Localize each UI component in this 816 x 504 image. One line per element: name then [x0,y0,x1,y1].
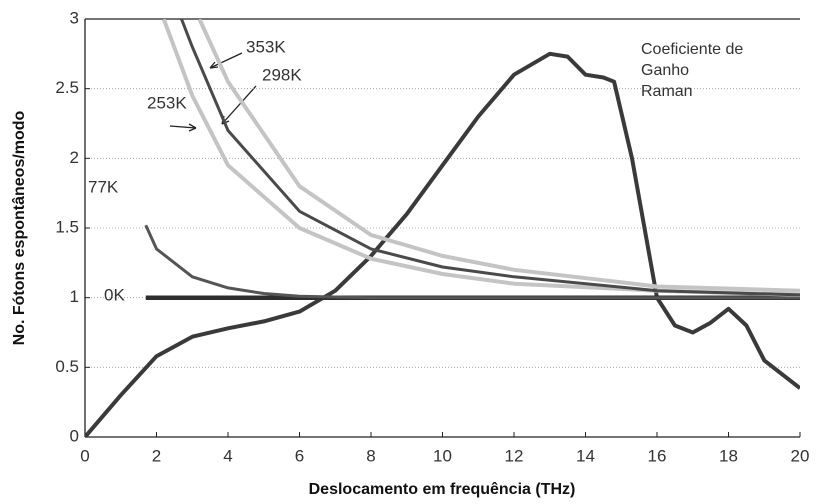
series-label: 298K [262,65,302,84]
series-label: 0K [104,285,125,304]
x-tick-label: 18 [719,446,738,465]
x-tick-label: 16 [648,446,667,465]
y-axis-title: No. Fótons espontâneos/modo [11,110,28,345]
y-tick-label: 1 [70,287,79,306]
x-tick-label: 14 [576,446,595,465]
series-label: 353K [246,37,286,56]
x-axis-title: Deslocamento em frequência (THz) [309,481,576,498]
x-tick-label: 20 [791,446,810,465]
x-tick-label: 6 [295,446,304,465]
series-line [85,51,800,437]
y-tick-label: 0.5 [55,357,79,376]
y-tick-label: 2.5 [55,78,79,97]
y-tick-label: 0 [70,426,79,445]
x-tick-label: 8 [366,446,375,465]
y-tick-label: 1.5 [55,217,79,236]
y-tick-label: 2 [70,148,79,167]
x-tick-label: 10 [433,446,452,465]
series-line [180,19,800,297]
series-line [197,19,800,293]
x-tick-label: 0 [80,446,89,465]
series-label: 77K [88,177,119,196]
y-tick-label: 3 [70,8,79,27]
x-tick-label: 2 [152,446,161,465]
series-line [161,19,800,297]
series-label: 253K [147,93,187,112]
annotation: Raman [641,83,693,100]
annotation: Ganho [641,62,689,79]
x-tick-label: 4 [223,446,232,465]
annotation: Coeficiente de [641,41,743,58]
series-line [144,224,800,300]
x-tick-label: 12 [505,446,524,465]
